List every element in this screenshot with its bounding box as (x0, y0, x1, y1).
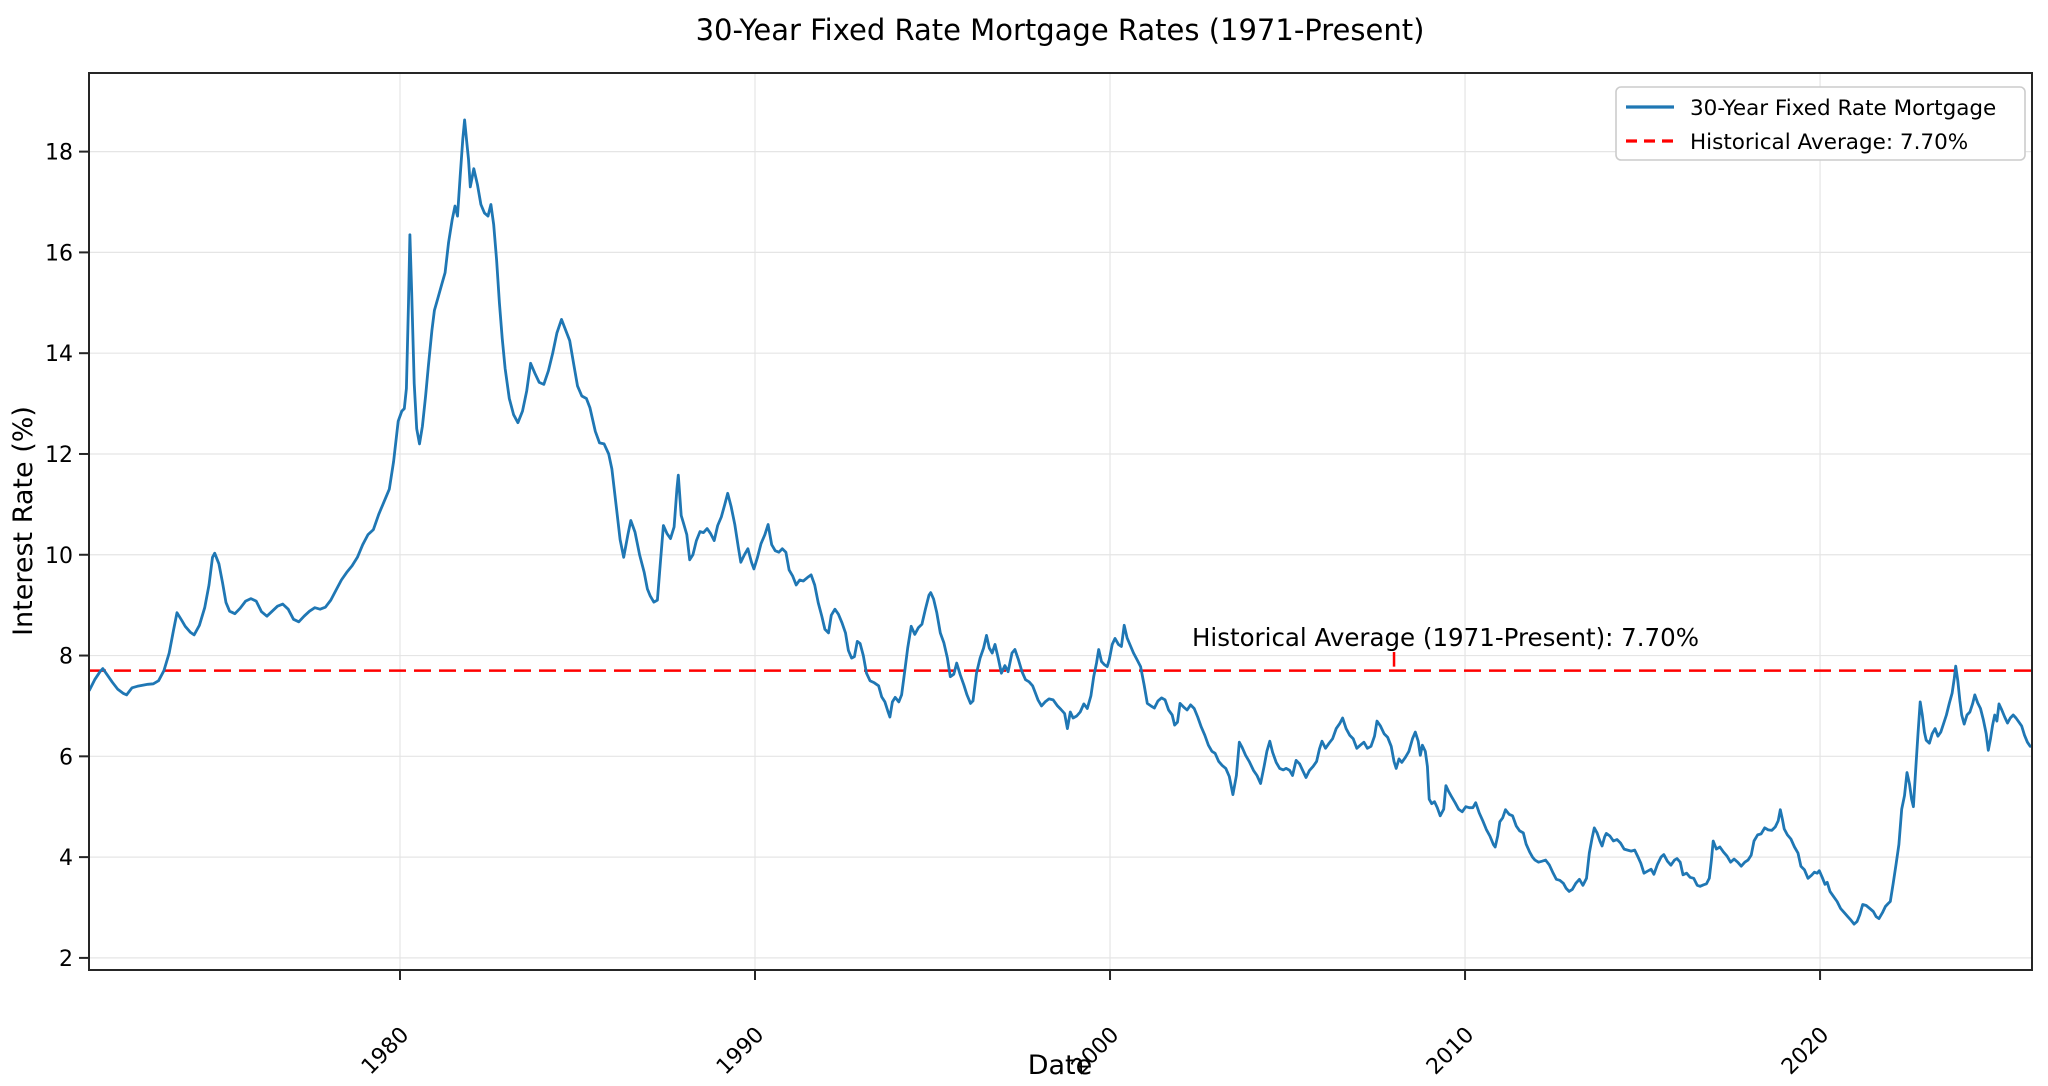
mortgage-rate-line (88, 118, 2032, 926)
average-annotation-group: Historical Average (1971-Present): 7.70% (1192, 623, 1699, 667)
y-tick-label-16: 16 (45, 241, 73, 266)
x-tick-label-2020: 2020 (1777, 1023, 1834, 1080)
x-tick-label-1980: 1980 (357, 1023, 414, 1080)
x-axis-label: Date (1028, 1050, 1093, 1081)
y-tick-label-6: 6 (59, 745, 73, 770)
y-tick-label-18: 18 (45, 141, 73, 166)
y-tick-label-12: 12 (45, 443, 73, 468)
x-tick-label-1990: 1990 (712, 1023, 769, 1080)
legend-box (1615, 86, 2026, 161)
legend-label-series: 30-Year Fixed Rate Mortgage (1690, 96, 1996, 121)
y-tick-label-14: 14 (45, 342, 73, 367)
x-tick-label-2010: 2010 (1422, 1023, 1479, 1080)
y-tick-label-4: 4 (59, 846, 73, 871)
y-tick-label-8: 8 (59, 645, 73, 670)
y-tick-label-10: 10 (45, 544, 73, 569)
average-annotation-text: Historical Average (1971-Present): 7.70% (1192, 623, 1699, 652)
grid-lines (89, 73, 2032, 970)
rate-line-series-layer (88, 118, 2032, 926)
legend-label-average: Historical Average: 7.70% (1690, 130, 1968, 155)
chart-title: 30-Year Fixed Rate Mortgage Rates (1971-… (696, 13, 1425, 47)
plot-border (88, 72, 2033, 971)
legend: 30-Year Fixed Rate Mortgage Historical A… (1615, 86, 2026, 161)
y-axis-label: Interest Rate (%) (8, 406, 39, 636)
y-tick-label-2: 2 (59, 947, 73, 972)
